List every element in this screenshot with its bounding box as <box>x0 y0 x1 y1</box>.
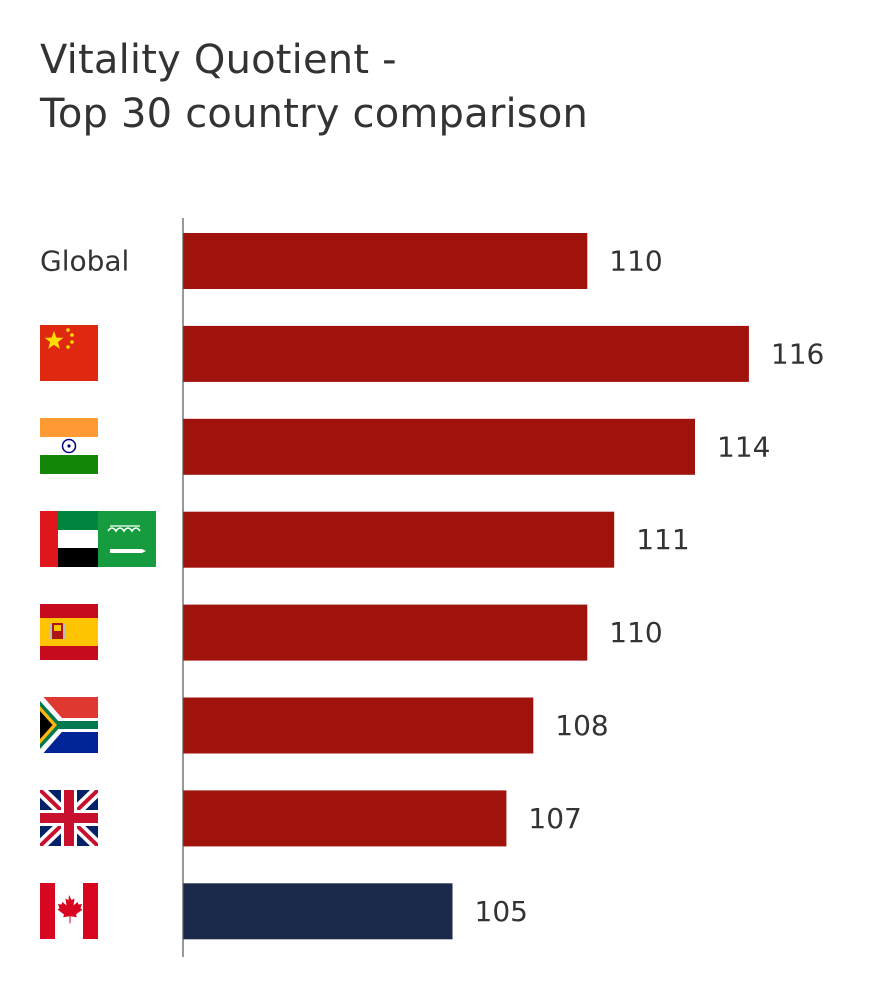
bar <box>183 325 749 382</box>
bar-value-label: 105 <box>475 895 528 928</box>
flag-canada-icon <box>40 883 98 939</box>
bar-value-label: 107 <box>528 802 581 835</box>
flag-south-africa-icon <box>40 697 98 753</box>
chart-title: Vitality Quotient - Top 30 country compa… <box>40 33 588 141</box>
chart-title-line-1: Vitality Quotient - <box>40 37 397 83</box>
bar-value-label: 110 <box>609 245 662 278</box>
bar-value-label: 116 <box>771 337 824 370</box>
category-label-group: Global <box>40 245 129 278</box>
category-label: Global <box>40 245 129 278</box>
bar <box>183 418 695 475</box>
value-label-group: 110 116 114 111 110 108 107 105 <box>475 245 825 928</box>
flag-spain-icon <box>40 604 98 660</box>
bar <box>183 604 588 661</box>
bar-value-label: 114 <box>717 430 770 463</box>
bar <box>183 883 453 940</box>
bar <box>183 233 588 289</box>
flag-column <box>40 325 156 939</box>
bar <box>183 697 534 754</box>
bar-value-label: 108 <box>555 709 608 742</box>
bar-value-label: 110 <box>609 616 662 649</box>
bar-group <box>183 233 749 940</box>
chart-title-line-2: Top 30 country comparison <box>40 91 589 137</box>
flag-uk-icon <box>40 790 98 846</box>
bar <box>183 790 507 847</box>
flag-india-icon <box>40 418 98 474</box>
flag-china-icon <box>40 325 98 381</box>
bar <box>183 511 615 568</box>
flag-uae-saudi-icon <box>40 511 156 567</box>
bar-value-label: 111 <box>636 523 689 556</box>
